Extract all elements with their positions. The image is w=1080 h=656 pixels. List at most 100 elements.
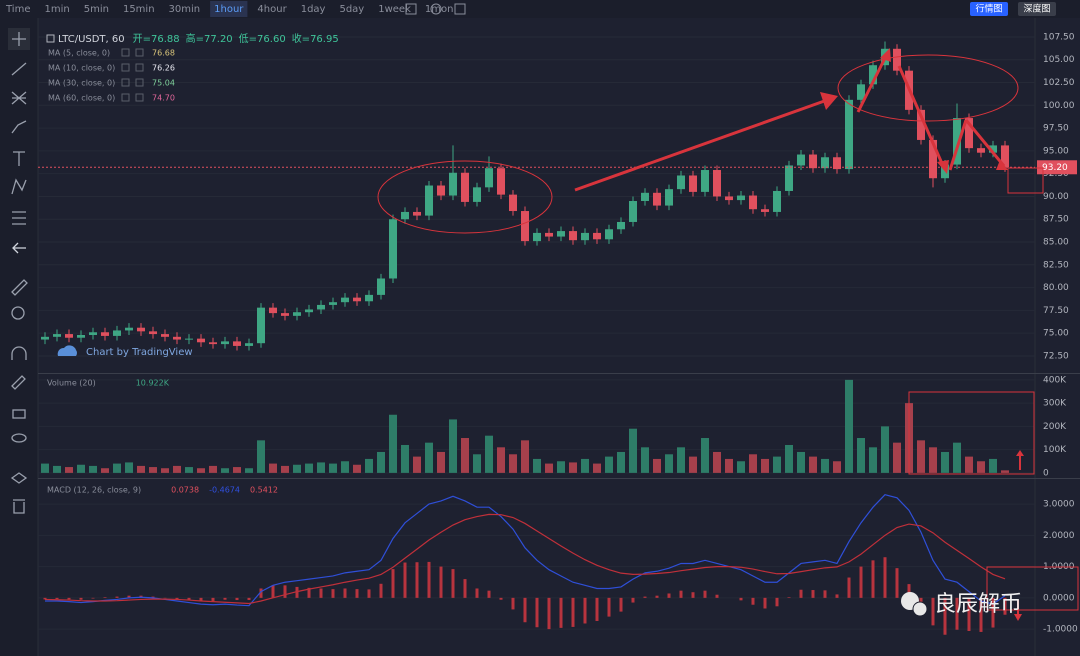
y-tick-label: 0.0000 [1043, 593, 1075, 603]
icon-ruler[interactable] [11, 279, 28, 296]
macd-hist [499, 597, 503, 600]
candle-body [341, 297, 349, 303]
volume-bar [509, 454, 517, 473]
icon-brush[interactable] [11, 120, 27, 134]
icon-lock[interactable] [12, 409, 26, 419]
candle-body [293, 312, 301, 316]
tradingview-logo [57, 345, 78, 356]
volume-bar [1001, 470, 1009, 473]
volume-bar [569, 462, 577, 473]
macd-value: 0.0738 [171, 486, 199, 495]
macd-hist [391, 569, 395, 598]
ellipse [377, 160, 553, 234]
icon-trash[interactable] [13, 499, 25, 514]
candle-body [89, 332, 97, 335]
interval-button[interactable]: 1day [301, 4, 326, 15]
icon[interactable] [430, 3, 442, 15]
volume-bar [197, 468, 205, 473]
y-tick-label: 100.00 [1043, 101, 1075, 111]
view-button-bg [970, 2, 1008, 16]
interval-button[interactable]: 1min [44, 4, 69, 15]
y-tick-label: 107.50 [1043, 32, 1075, 42]
candle-body [845, 99, 853, 170]
volume-bar [101, 468, 109, 473]
volume-bar [641, 447, 649, 473]
candle-body [53, 334, 61, 337]
icon-back[interactable] [12, 242, 26, 254]
view-button[interactable]: 行情图 [975, 3, 1002, 15]
box [1007, 167, 1044, 194]
macd-hist [715, 594, 719, 598]
candle-body [161, 334, 169, 337]
y-tick-label: 85.00 [1043, 238, 1069, 248]
macd-hist [235, 597, 239, 601]
icon-measure[interactable] [12, 211, 26, 225]
macd-hist [127, 595, 131, 598]
candle-body [497, 168, 505, 195]
volume-bar [917, 440, 925, 473]
icon[interactable] [405, 3, 417, 15]
icon-fib[interactable] [11, 91, 27, 105]
candle-body [329, 302, 337, 305]
candle-body [545, 232, 553, 237]
icon-zoom[interactable] [11, 306, 25, 320]
y-tick-label: 72.50 [1043, 351, 1069, 361]
interval-button[interactable]: 1mon [425, 4, 454, 15]
volume-bar [209, 465, 217, 473]
interval-button[interactable]: 5day [339, 4, 364, 15]
icon-layers[interactable] [10, 472, 28, 484]
candle-body [521, 211, 529, 242]
interval-button[interactable]: 1hour [214, 4, 244, 15]
y-tick-label: 105.00 [1043, 55, 1075, 65]
candle-body [689, 175, 697, 192]
icon-line[interactable] [11, 62, 27, 76]
interval-button[interactable]: Time [5, 4, 30, 15]
view-button[interactable]: 深度图 [1023, 3, 1050, 15]
icon[interactable] [454, 3, 466, 15]
volume-bar [377, 451, 385, 473]
candle-body [977, 148, 985, 153]
macd-hist [103, 597, 107, 598]
macd-hist [943, 597, 947, 635]
volume-bar [629, 428, 637, 473]
interval-button[interactable]: 5min [84, 4, 109, 15]
icon-pattern[interactable] [11, 178, 27, 195]
volume-bar [425, 442, 433, 473]
macd-hist [271, 585, 275, 598]
candle-body [245, 343, 253, 346]
macd-hist [547, 597, 551, 630]
macd-hist [175, 597, 179, 600]
candle-body [953, 118, 961, 165]
interval-button[interactable]: 1week [378, 4, 411, 15]
y-tick-label: 97.50 [1043, 124, 1069, 134]
volume-bar [341, 461, 349, 473]
ohlc-value: 高=77.20 [186, 32, 233, 45]
volume-bar [689, 456, 697, 473]
box [908, 391, 1035, 475]
macd-hist [859, 566, 863, 598]
macd-hist [43, 597, 47, 600]
macd-hist [151, 596, 155, 598]
macd-hist [739, 597, 743, 601]
icon-cross[interactable] [12, 32, 26, 46]
macd-hist [787, 597, 791, 598]
icon-eye[interactable] [11, 433, 27, 443]
indicator-icon [121, 48, 130, 57]
interval-button[interactable]: 15min [123, 4, 155, 15]
interval-button[interactable]: 4hour [257, 4, 287, 15]
icon-pencil-lock[interactable] [11, 375, 26, 390]
volume-bar [65, 467, 73, 473]
indicator-value: 74.70 [152, 94, 175, 103]
macd-hist [367, 589, 371, 598]
volume-bar [845, 379, 853, 473]
ohlc-value: 收=76.95 [292, 32, 339, 45]
icon-magnet[interactable] [11, 346, 27, 360]
candle-body [485, 168, 493, 188]
arrow [574, 97, 831, 192]
indicator-name: MA (10, close, 0) [48, 64, 115, 73]
candle-body [1001, 145, 1009, 168]
interval-button[interactable]: 30min [169, 4, 201, 15]
y-tick-label: 300K [1043, 399, 1067, 409]
icon-text[interactable] [13, 151, 25, 166]
